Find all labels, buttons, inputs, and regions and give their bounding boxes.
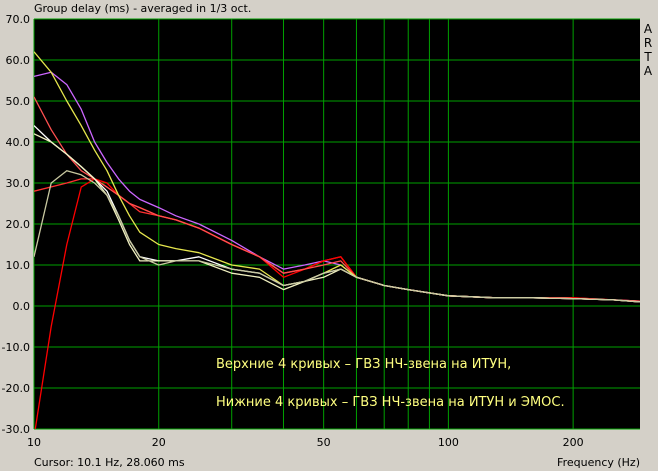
series-group <box>34 51 640 429</box>
y-axis: 70.0 60.0 50.0 40.0 30.0 20.0 10.0 0.0 -10.0 -20.… <box>2 13 30 436</box>
x-tick-label: 50 <box>317 436 331 449</box>
cursor-readout: Cursor: 10.1 Hz, 28.060 ms <box>34 456 185 469</box>
brand-letter: A <box>643 22 653 36</box>
brand-letter: A <box>643 64 653 78</box>
y-tick-label: 40.0 <box>6 136 31 149</box>
brand-letter: R <box>643 36 653 50</box>
y-tick-label: -30.0 <box>2 423 30 436</box>
chart-title: Group delay (ms) - averaged in 1/3 oct. <box>34 2 252 15</box>
y-tick-label: 20.0 <box>6 218 31 231</box>
x-tick-label: 100 <box>438 436 459 449</box>
y-tick-label: 50.0 <box>6 95 31 108</box>
annotation-lower: Нижние 4 кривых – ГВЗ НЧ-звена на ИТУН и… <box>216 395 565 410</box>
y-tick-label: 60.0 <box>6 54 31 67</box>
annotation-upper: Верхние 4 кривых – ГВЗ НЧ-звена на ИТУН, <box>216 357 511 372</box>
grid <box>33 18 640 430</box>
x-axis-label: Frequency (Hz) <box>557 456 640 469</box>
y-tick-label: -10.0 <box>2 341 30 354</box>
arta-brand: A R T A <box>640 22 656 78</box>
y-tick-label: 10.0 <box>6 259 31 272</box>
y-tick-label: 0.0 <box>13 300 31 313</box>
y-tick-label: 30.0 <box>6 177 31 190</box>
series-line-8 <box>34 170 640 303</box>
y-tick-label: -20.0 <box>2 382 30 395</box>
x-tick-label: 200 <box>563 436 584 449</box>
y-tick-label: 70.0 <box>6 13 31 26</box>
x-axis: 10 20 50 100 200 <box>27 436 584 449</box>
brand-letter: T <box>644 50 652 64</box>
x-tick-label: 20 <box>152 436 166 449</box>
x-tick-label: 10 <box>27 436 41 449</box>
